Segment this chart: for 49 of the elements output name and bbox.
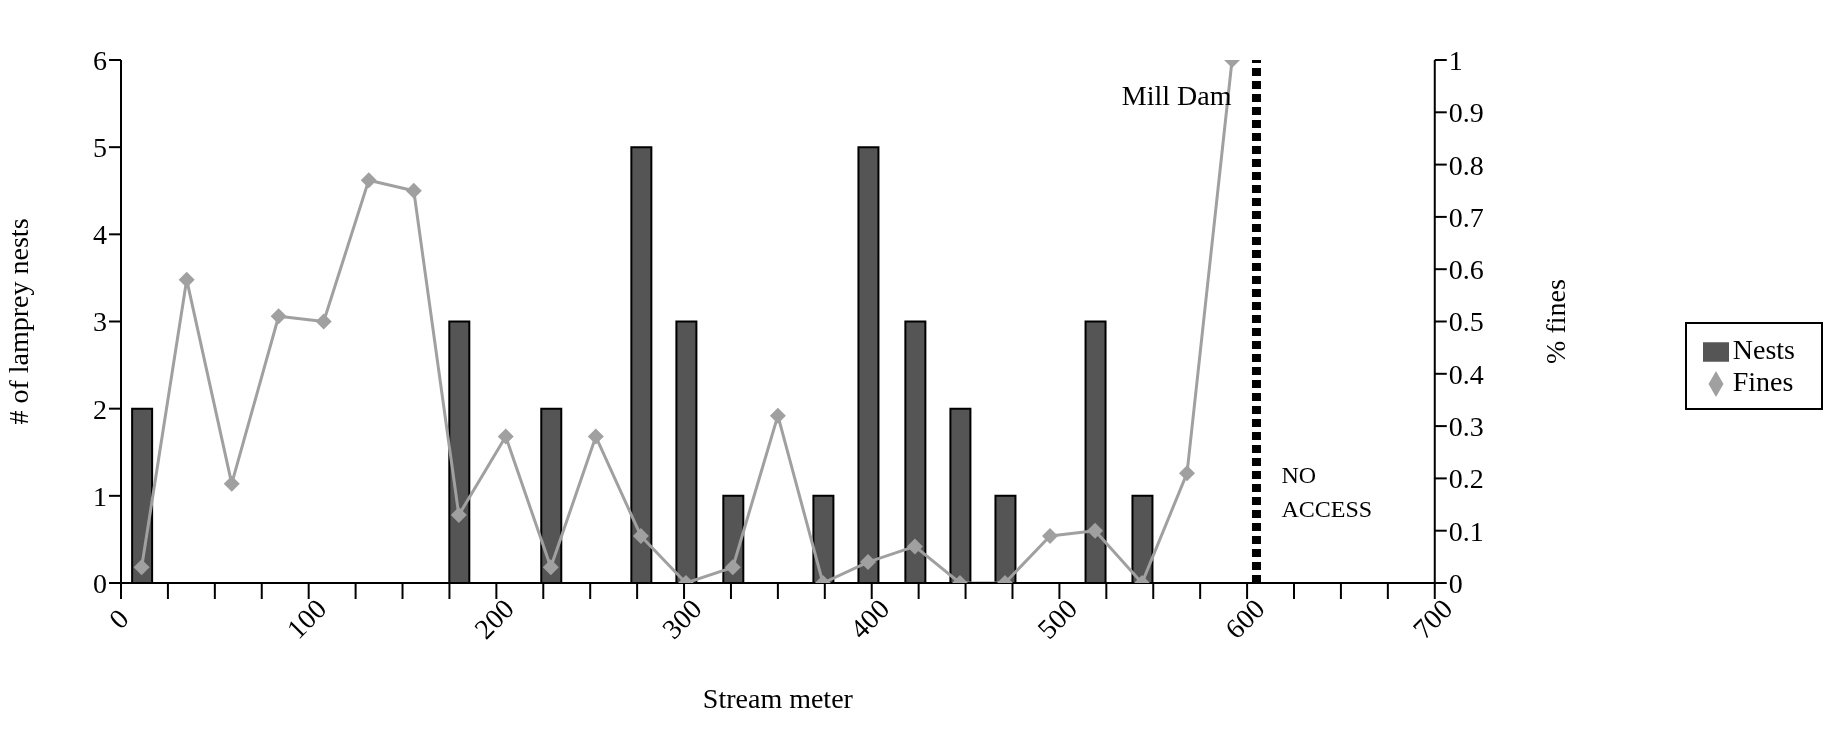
x-axis-title: Stream meter	[702, 683, 854, 714]
y2-tick-label: 0.9	[1448, 97, 1484, 129]
y-tick-label: 4	[93, 219, 107, 251]
y2-axis-title: % fines	[1539, 279, 1571, 364]
y2-tick-label: 0.1	[1448, 515, 1484, 547]
y-axis-title: # of lamprey nests	[2, 218, 34, 425]
y-tick-label: 2	[93, 393, 107, 425]
point	[270, 308, 287, 325]
point	[497, 428, 514, 445]
x-tick-label: 400	[843, 593, 896, 645]
y-tick-label: 6	[93, 44, 107, 76]
point	[859, 554, 876, 571]
ref-line-label: Mill Dam	[1121, 79, 1232, 111]
point	[724, 559, 741, 576]
x-tick-label: 100	[280, 593, 333, 645]
y2-tick-label: 0.3	[1448, 411, 1484, 443]
y2-tick-label: 0.7	[1448, 201, 1484, 233]
point	[315, 313, 332, 330]
y2-tick-label: 0.6	[1448, 254, 1484, 286]
point	[223, 475, 240, 492]
x-tick-label: 200	[468, 593, 520, 645]
legend-label: Nests	[1732, 333, 1795, 365]
x-tick-label: 500	[1031, 593, 1084, 645]
y-tick-label: 3	[93, 306, 107, 338]
y2-tick-label: 1	[1448, 44, 1463, 76]
y-tick-label: 5	[93, 132, 107, 164]
point	[1087, 522, 1104, 539]
point	[450, 507, 467, 524]
y2-tick-label: 0.4	[1448, 358, 1484, 390]
point	[769, 407, 786, 424]
point	[405, 182, 422, 199]
point	[587, 428, 604, 445]
point	[178, 271, 195, 288]
y2-tick-label: 0.2	[1448, 463, 1484, 495]
annotation: NO ACCESS	[1281, 462, 1373, 522]
y2-tick-label: 0.8	[1448, 149, 1484, 181]
x-tick-label: 600	[1219, 593, 1271, 645]
legend-label: Fines	[1732, 365, 1794, 397]
point	[906, 538, 923, 555]
y-tick-label: 0	[93, 567, 107, 599]
point	[632, 527, 649, 544]
point	[360, 172, 377, 189]
point	[1179, 465, 1196, 482]
point	[133, 559, 150, 576]
point	[1042, 527, 1059, 544]
point	[542, 559, 559, 576]
y2-tick-label: 0.5	[1448, 306, 1484, 338]
x-tick-label: 300	[656, 593, 708, 645]
y-tick-label: 1	[93, 480, 107, 512]
